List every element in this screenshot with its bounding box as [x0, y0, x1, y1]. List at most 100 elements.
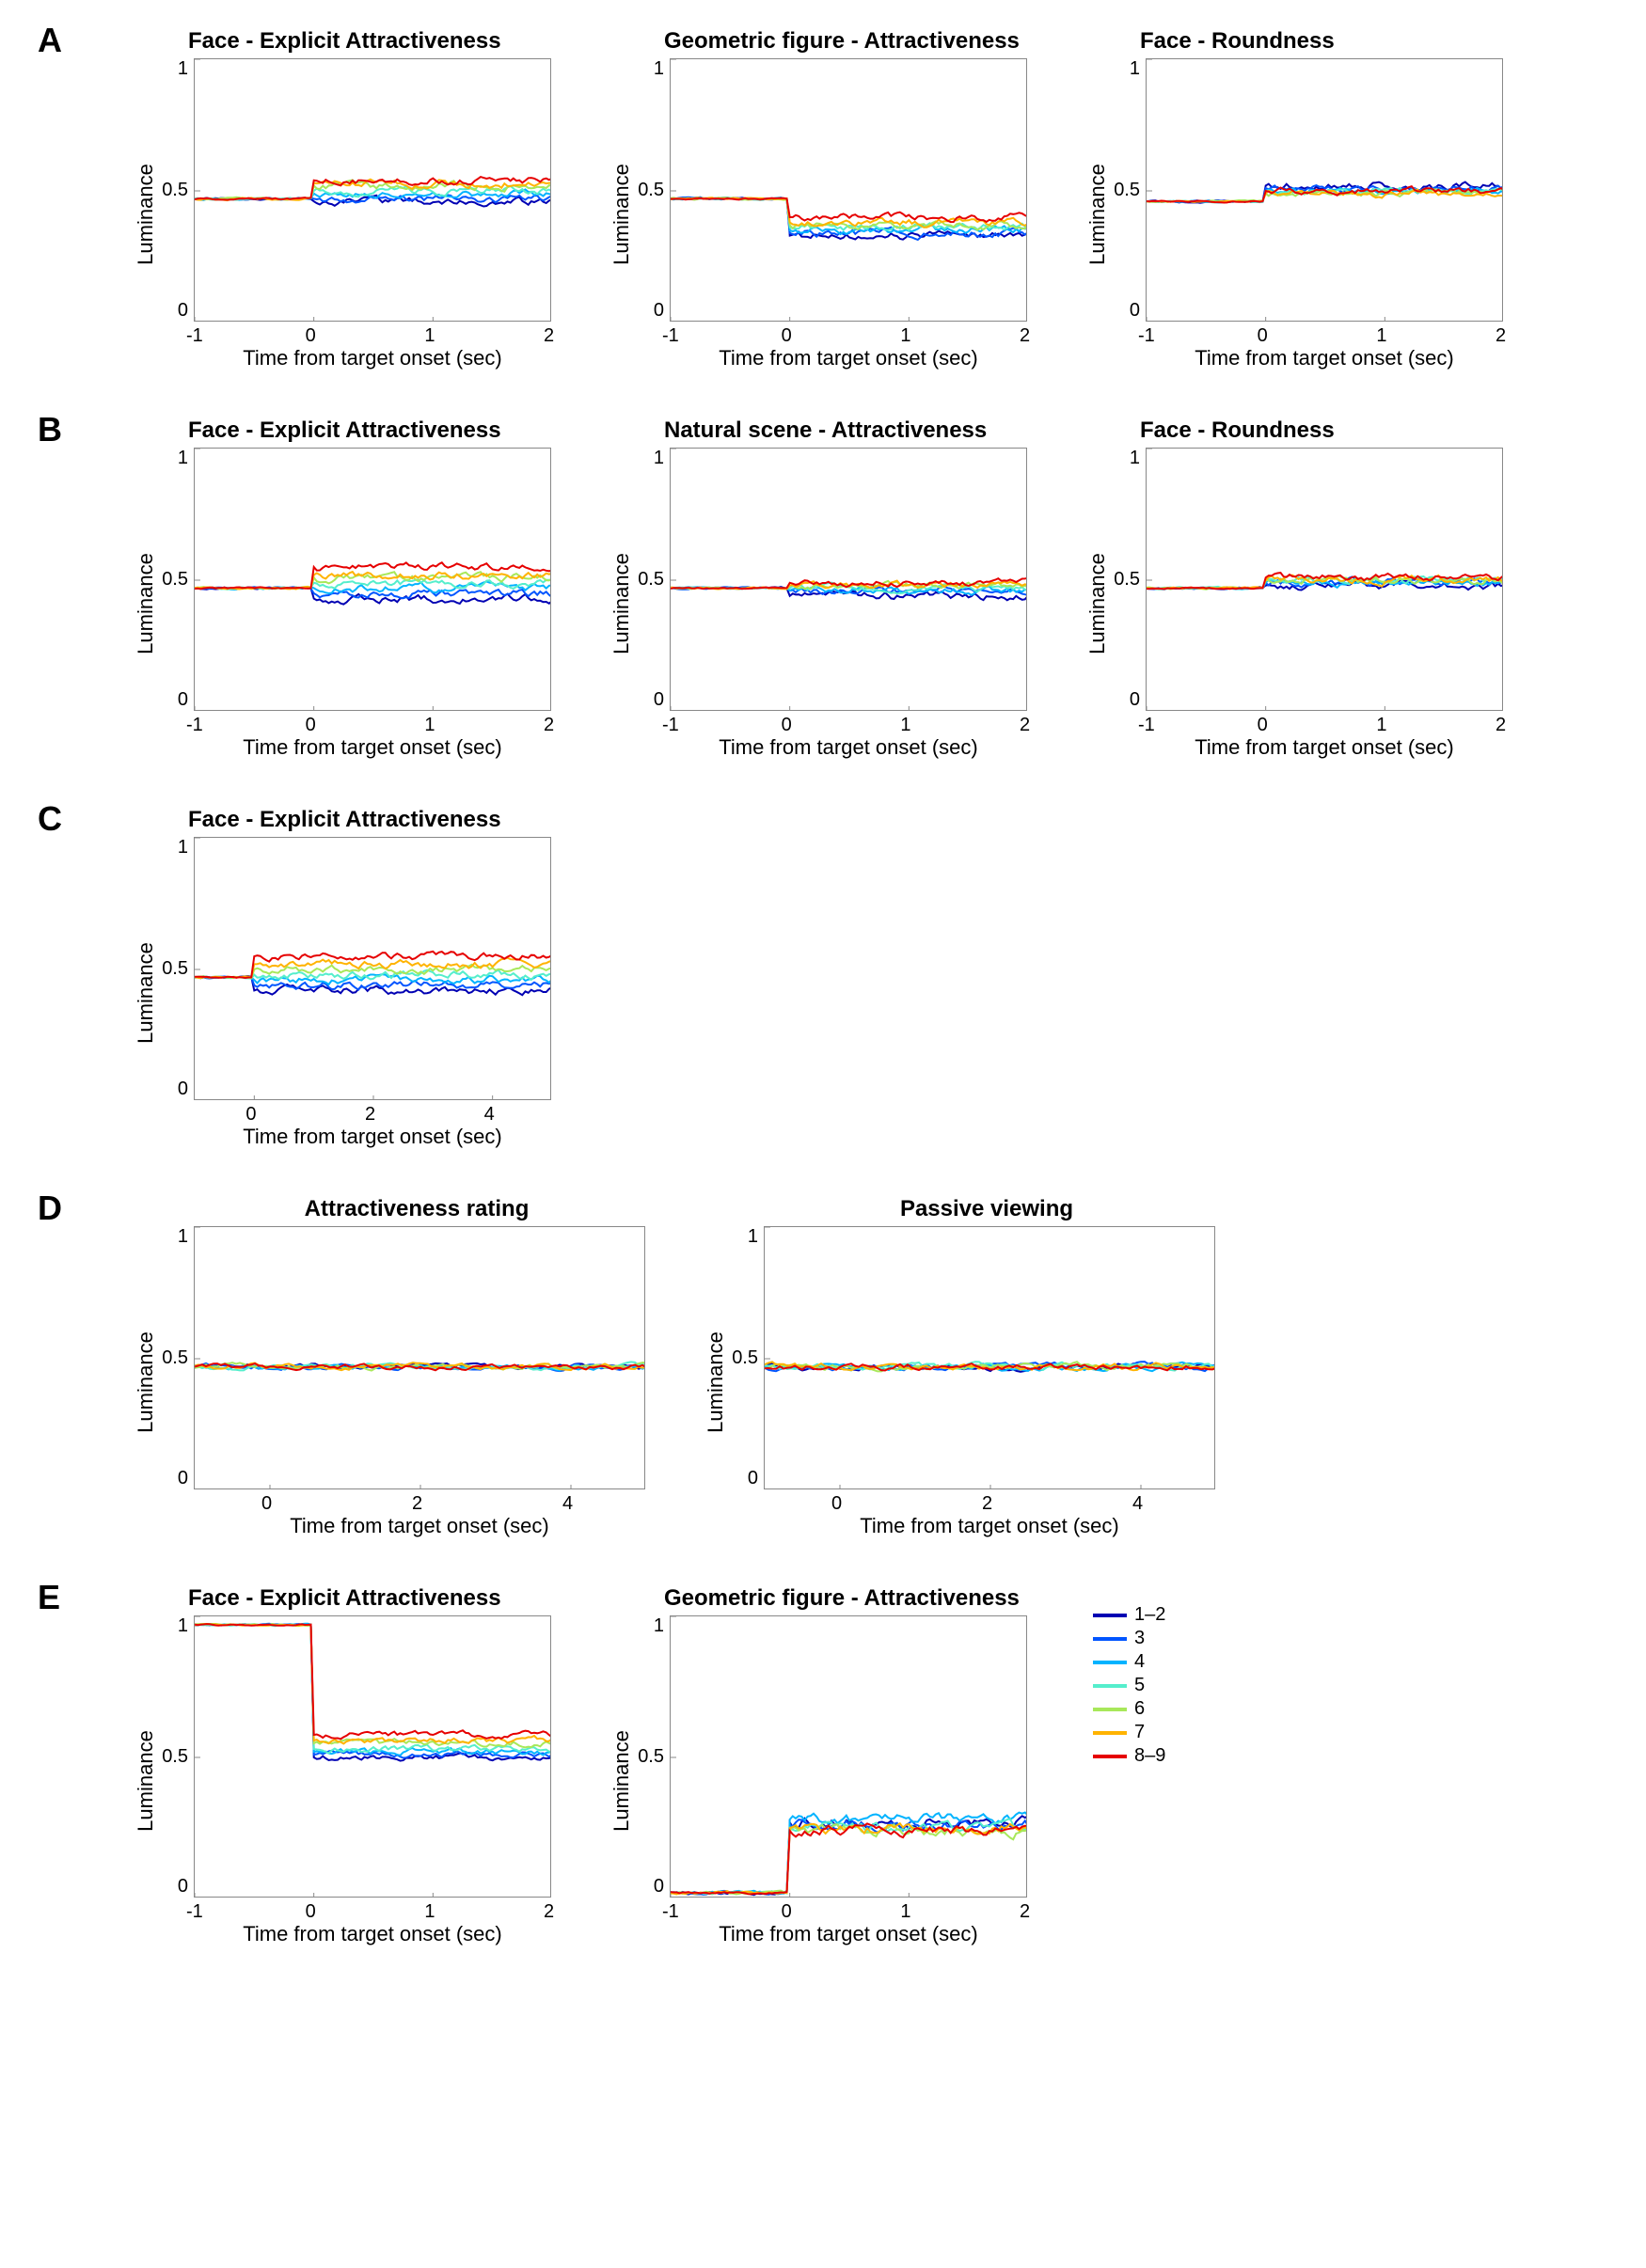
- legend-swatch: [1093, 1614, 1127, 1617]
- x-axis-label: Time from target onset (sec): [194, 1922, 551, 1946]
- chart-panel: Geometric figure - Attractiveness Luminan…: [608, 1585, 1027, 1946]
- chart-panel: Face - Explicit AttractivenessLuminance1…: [132, 807, 551, 1149]
- chart-panel: Natural scene - AttractivenessLuminance1…: [608, 417, 1027, 760]
- y-tick-label: 1: [160, 448, 188, 469]
- x-tick-label: 1: [900, 715, 910, 736]
- y-tick-label: 1: [160, 1615, 188, 1637]
- chart-body: Luminance10.50-1012Time from target onse…: [608, 58, 1027, 370]
- legend-swatch: [1093, 1731, 1127, 1735]
- y-ticks: 10.50: [636, 448, 670, 711]
- x-ticks: -1012: [1146, 322, 1503, 344]
- legend-label: 3: [1134, 1628, 1145, 1649]
- x-axis-label: Time from target onset (sec): [670, 735, 1027, 760]
- x-tick-label: 1: [900, 1901, 910, 1923]
- y-tick-label: 1: [1112, 58, 1140, 80]
- y-ticks: 10.50: [160, 837, 194, 1100]
- panel-title: Face - Explicit Attractiveness: [132, 417, 551, 444]
- x-tick-label: 2: [544, 715, 554, 736]
- x-tick-label: 0: [306, 715, 316, 736]
- chart-body: Luminance10.50-1012Time from target onse…: [608, 1615, 1027, 1946]
- panel-title: Face - Roundness: [1084, 417, 1503, 444]
- x-tick-label: 1: [1376, 325, 1386, 347]
- x-ticks: -1012: [194, 322, 551, 344]
- x-ticks: -1012: [194, 1898, 551, 1920]
- x-tick-label: 0: [245, 1104, 256, 1126]
- x-axis-label: Time from target onset (sec): [194, 1125, 551, 1149]
- panels-container: Attractiveness ratingLuminance10.50024Ti…: [132, 1196, 1215, 1538]
- panel-title: Passive viewing: [702, 1196, 1215, 1222]
- y-tick-label: 0.5: [160, 958, 188, 980]
- y-axis-label: Luminance: [134, 164, 158, 265]
- legend-swatch: [1093, 1637, 1127, 1641]
- x-tick-label: 2: [1496, 325, 1506, 347]
- x-axis-label: Time from target onset (sec): [194, 346, 551, 370]
- x-axis-label: Time from target onset (sec): [1146, 346, 1503, 370]
- panel-title: Face - Explicit Attractiveness: [132, 807, 551, 833]
- panel-title: Geometric figure - Attractiveness: [608, 1585, 1027, 1612]
- x-axis-label: Time from target onset (sec): [670, 1922, 1027, 1946]
- y-tick-label: 0: [160, 1468, 188, 1489]
- x-tick-label: -1: [1138, 325, 1155, 347]
- row-label: B: [38, 410, 75, 449]
- y-ticks: 10.50: [160, 448, 194, 711]
- figure-row: EFace - Explicit AttractivenessLuminance…: [38, 1585, 1608, 1946]
- y-tick-label: 0.5: [730, 1347, 758, 1369]
- y-tick-label: 0: [636, 1876, 664, 1898]
- y-tick-label: 0: [636, 689, 664, 711]
- y-tick-label: 0.5: [1112, 180, 1140, 201]
- y-axis-label: Luminance: [609, 1730, 634, 1832]
- line-chart: [670, 448, 1027, 711]
- y-ticks: 10.50: [160, 1226, 194, 1489]
- y-tick-label: 1: [636, 58, 664, 80]
- y-axis-label: Luminance: [609, 553, 634, 654]
- panel-title: Face - Explicit Attractiveness: [132, 1585, 551, 1612]
- y-tick-label: 1: [730, 1226, 758, 1248]
- line-chart: [670, 1615, 1027, 1898]
- y-ticks: 10.50: [1112, 58, 1146, 322]
- panel-title: Natural scene - Attractiveness: [608, 417, 1027, 444]
- x-tick-label: -1: [662, 1901, 679, 1923]
- x-tick-label: 2: [412, 1493, 422, 1515]
- line-chart: [194, 58, 551, 322]
- y-tick-label: 0.5: [160, 180, 188, 201]
- line-chart: [1146, 58, 1503, 322]
- line-chart: [1146, 448, 1503, 711]
- y-ticks: 10.50: [1112, 448, 1146, 711]
- y-tick-label: 0: [636, 300, 664, 322]
- legend-item: 1–2: [1093, 1604, 1165, 1626]
- x-tick-label: -1: [1138, 715, 1155, 736]
- legend-swatch: [1093, 1661, 1127, 1664]
- chart-body: Luminance10.50-1012Time from target onse…: [132, 1615, 551, 1946]
- chart-panel: Face - RoundnessLuminance10.50-1012Time …: [1084, 417, 1503, 760]
- x-tick-label: 2: [544, 1901, 554, 1923]
- legend-item: 5: [1093, 1675, 1165, 1696]
- series-line: [195, 1624, 551, 1756]
- line-chart: [194, 1226, 645, 1489]
- y-axis-label: Luminance: [704, 1331, 728, 1433]
- series-line: [195, 1624, 551, 1739]
- x-tick-label: 0: [782, 325, 792, 347]
- x-ticks: 024: [764, 1489, 1215, 1512]
- y-tick-label: 1: [160, 837, 188, 858]
- chart-panel: Face - Explicit Attractiveness Luminance 1…: [132, 1585, 551, 1946]
- y-axis-label: Luminance: [609, 164, 634, 265]
- line-chart: [764, 1226, 1215, 1489]
- legend-label: 1–2: [1134, 1604, 1165, 1626]
- y-tick-label: 1: [636, 1615, 664, 1637]
- legend-label: 4: [1134, 1651, 1145, 1673]
- legend-swatch: [1093, 1708, 1127, 1711]
- chart-panel: Passive viewingLuminance10.50024Time fro…: [702, 1196, 1215, 1538]
- series-line: [195, 1624, 551, 1747]
- row-label: E: [38, 1578, 75, 1617]
- y-axis-label: Luminance: [134, 1730, 158, 1832]
- chart-body: Luminance10.50024Time from target onset …: [702, 1226, 1215, 1538]
- chart-body: Luminance10.50-1012Time from target onse…: [1084, 448, 1503, 760]
- panel-title: Geometric figure - Attractiveness: [608, 28, 1027, 55]
- legend-label: 7: [1134, 1722, 1145, 1743]
- x-axis-label: Time from target onset (sec): [194, 735, 551, 760]
- x-tick-label: 1: [424, 715, 435, 736]
- x-tick-label: 2: [365, 1104, 375, 1126]
- y-axis-label: Luminance: [134, 942, 158, 1044]
- legend-label: 8–9: [1134, 1745, 1165, 1767]
- y-tick-label: 0: [730, 1468, 758, 1489]
